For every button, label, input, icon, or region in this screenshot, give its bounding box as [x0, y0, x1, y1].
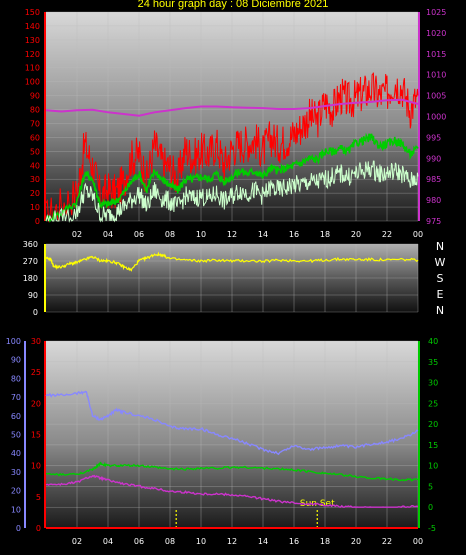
temp-x-tick-label: 14 — [258, 537, 268, 546]
rain-y-tick-label: 20 — [31, 399, 41, 408]
humidity-y-tick-label: 40 — [11, 449, 21, 458]
wind-y-tick-label: 40 — [30, 161, 40, 170]
compass-label: E — [437, 288, 444, 301]
series-line-dewpoint — [45, 474, 419, 508]
temp-x-tick-label: 22 — [382, 537, 392, 546]
temperature-y-tick-label: 15 — [428, 441, 438, 450]
wind-y-tick-label: 70 — [30, 119, 40, 128]
humidity-y-tick-label: 10 — [11, 505, 21, 514]
temperature-y-tick-label: 30 — [428, 379, 438, 388]
series-line-low — [45, 160, 419, 223]
wind-x-tick-label: 16 — [289, 230, 299, 239]
temperature-y-tick-label: 0 — [428, 503, 433, 512]
temperature-y-tick-label: 35 — [428, 358, 438, 367]
wind-x-tick-label: 22 — [382, 230, 392, 239]
humidity-y-tick-label: 70 — [11, 393, 21, 402]
humidity-y-tick-label: 50 — [11, 431, 21, 440]
series-line-humidity — [45, 390, 419, 456]
direction-y-tick-label: 360 — [23, 240, 38, 249]
temperature-y-tick-label: 40 — [428, 337, 438, 346]
series-line-temperature — [45, 461, 419, 482]
wind-y-tick-label: 80 — [30, 106, 40, 115]
direction-y-tick-label: 90 — [28, 291, 38, 300]
wind-y-tick-label: 10 — [30, 203, 40, 212]
temp-x-tick-label: 00 — [413, 537, 423, 546]
wind-y-tick-label: 0 — [35, 217, 40, 226]
wind-x-tick-label: 06 — [134, 230, 144, 239]
temp-x-tick-label: 12 — [227, 537, 237, 546]
temperature-y-tick-label: 5 — [428, 482, 433, 491]
temp-x-tick-label: 02 — [72, 537, 82, 546]
rain-y-tick-label: 25 — [31, 368, 41, 377]
wind-y-tick-label: 20 — [30, 189, 40, 198]
series-line-avg — [45, 132, 419, 223]
wind-y-tick-label: 100 — [25, 78, 40, 87]
wind-x-tick-label: 04 — [103, 230, 113, 239]
wind-y-tick-label: 120 — [25, 50, 40, 59]
humidity-y-tick-label: 60 — [11, 412, 21, 421]
rain-y-tick-label: 10 — [31, 462, 41, 471]
direction-y-tick-label: 270 — [23, 257, 38, 266]
pressure-y-tick-label: 1020 — [426, 29, 446, 38]
rain-y-tick-label: 5 — [36, 493, 41, 502]
wind-x-tick-label: 10 — [196, 230, 206, 239]
temperature-y-tick-label: 20 — [428, 420, 438, 429]
wind-y-tick-label: 150 — [25, 8, 40, 17]
pressure-y-tick-label: 985 — [426, 175, 441, 184]
pressure-y-tick-label: 980 — [426, 196, 441, 205]
pressure-y-tick-label: 990 — [426, 154, 441, 163]
direction-y-tick-label: 180 — [23, 274, 38, 283]
humidity-y-tick-label: 20 — [11, 487, 21, 496]
temp-x-tick-label: 16 — [289, 537, 299, 546]
temp-x-tick-label: 06 — [134, 537, 144, 546]
compass-label: W — [435, 256, 446, 269]
pressure-y-tick-label: 1005 — [426, 92, 446, 101]
temperature-y-tick-label: -5 — [428, 524, 436, 533]
wind-x-tick-label: 12 — [227, 230, 237, 239]
pressure-y-tick-label: 975 — [426, 217, 441, 226]
humidity-y-tick-label: 30 — [11, 468, 21, 477]
temp-x-tick-label: 08 — [165, 537, 175, 546]
direction-y-tick-label: 0 — [33, 308, 38, 317]
wind-y-tick-label: 30 — [30, 175, 40, 184]
compass-label: N — [436, 240, 444, 253]
temp-x-tick-label: 10 — [196, 537, 206, 546]
pressure-y-tick-label: 995 — [426, 133, 441, 142]
temp-x-tick-label: 18 — [320, 537, 330, 546]
temp-x-tick-label: 04 — [103, 537, 113, 546]
wind-x-tick-label: 14 — [258, 230, 268, 239]
wind-x-tick-label: 20 — [351, 230, 361, 239]
wind-x-tick-label: 18 — [320, 230, 330, 239]
compass-label: N — [436, 304, 444, 317]
wind-x-tick-label: 00 — [413, 230, 423, 239]
temperature-y-tick-label: 25 — [428, 399, 438, 408]
series-line-direction — [45, 251, 419, 272]
pressure-y-tick-label: 1025 — [426, 8, 446, 17]
wind-y-tick-label: 130 — [25, 36, 40, 45]
rain-y-tick-label: 0 — [36, 524, 41, 533]
wind-x-tick-label: 02 — [72, 230, 82, 239]
wind-y-tick-label: 60 — [30, 133, 40, 142]
chart-title: 24 hour graph day : 08 Diciembre 2021 — [137, 0, 329, 10]
humidity-y-tick-label: 100 — [6, 337, 21, 346]
pressure-y-tick-label: 1015 — [426, 50, 446, 59]
pressure-y-tick-label: 1000 — [426, 113, 446, 122]
wind-y-tick-label: 140 — [25, 22, 40, 31]
temperature-y-tick-label: 10 — [428, 462, 438, 471]
humidity-y-tick-label: 80 — [11, 374, 21, 383]
series-line-gust — [45, 72, 419, 223]
series-line-pressure — [45, 98, 419, 117]
compass-label: S — [437, 272, 444, 285]
wind-y-tick-label: 110 — [25, 64, 40, 73]
wind-y-tick-label: 50 — [30, 147, 40, 156]
wind-y-tick-label: 90 — [30, 92, 40, 101]
humidity-y-tick-label: 0 — [16, 524, 21, 533]
wind-x-tick-label: 08 — [165, 230, 175, 239]
pressure-y-tick-label: 1010 — [426, 71, 446, 80]
rain-y-tick-label: 30 — [31, 337, 41, 346]
temp-x-tick-label: 20 — [351, 537, 361, 546]
humidity-y-tick-label: 90 — [11, 356, 21, 365]
rain-y-tick-label: 15 — [31, 431, 41, 440]
